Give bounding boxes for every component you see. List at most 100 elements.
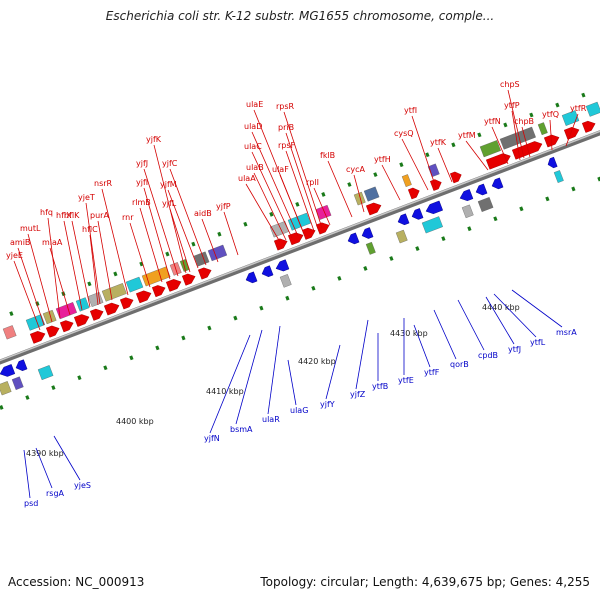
forward-leader-line [201, 218, 219, 263]
forward-leader-line [97, 220, 113, 301]
forward-gene-label: yjfL [162, 199, 177, 208]
forward-gene-arrow-shape [73, 314, 90, 327]
forward-leader-line [167, 189, 199, 269]
forward-cog-box-shape [25, 314, 46, 331]
reverse-gene-arrow [459, 189, 474, 202]
reverse-cog-box-shape [11, 376, 24, 390]
forward-leader-line [491, 126, 509, 165]
forward-tick-mark [555, 102, 560, 108]
reverse-leader-line [493, 293, 537, 338]
forward-gene-label: mutL [20, 224, 41, 233]
forward-gene-arrow [29, 331, 46, 344]
forward-leader-line [143, 187, 171, 280]
forward-gene-arrow-shape [365, 202, 382, 216]
map-title: Escherichia coli str. K-12 substr. MG165… [105, 9, 495, 23]
forward-gene-label: rplI [306, 178, 319, 187]
forward-cog-box-shape [87, 292, 104, 307]
reverse-leader-line [53, 435, 81, 481]
forward-tick-mark [581, 92, 586, 98]
kbp-label: 4430 kbp [390, 329, 428, 338]
reverse-tick [467, 226, 472, 232]
forward-leader-line [285, 132, 319, 230]
reverse-tick [25, 395, 30, 400]
reverse-cog-box [421, 216, 443, 234]
forward-gene-arrow-shape [197, 267, 212, 280]
forward-cog-box [401, 174, 412, 188]
forward-gene-label: ulaC [244, 142, 262, 151]
reverse-gene-arrow [245, 271, 258, 284]
forward-gene-label: purA [90, 211, 109, 220]
forward-gene-arrow [301, 227, 316, 240]
forward-tick-mark [373, 172, 378, 178]
forward-leader-line [251, 151, 293, 239]
reverse-tick [337, 275, 342, 281]
forward-gene-label: ytfQ [542, 110, 559, 119]
reverse-leader-line [287, 359, 297, 406]
forward-gene-label: hfq [40, 208, 53, 217]
reverse-tick [259, 305, 264, 311]
reverse-gene-label: psd [24, 499, 38, 508]
forward-gene-label: cysQ [394, 129, 414, 138]
reverse-tick-mark [77, 375, 82, 381]
forward-leader-line [17, 247, 45, 326]
forward-tick [503, 122, 508, 128]
forward-tick [165, 251, 170, 257]
forward-leader-line [285, 150, 315, 232]
reverse-cog-box [477, 197, 494, 212]
reverse-cog-box [0, 381, 12, 396]
forward-leader-line [169, 208, 191, 273]
forward-gene-arrow [181, 273, 196, 286]
reverse-tick [389, 256, 394, 261]
reverse-gene-label: ytfE [398, 376, 414, 385]
reverse-tick [311, 285, 316, 291]
reverse-gene-arrow [425, 200, 443, 215]
forward-cog-box-shape [75, 297, 90, 312]
reverse-tick-mark [207, 325, 212, 331]
forward-tick [269, 211, 274, 217]
forward-gene-arrow [89, 308, 104, 321]
forward-tick-mark [269, 211, 274, 217]
forward-cog-box [101, 283, 127, 302]
forward-tick-mark [87, 281, 92, 287]
forward-gene-arrow-shape [59, 320, 74, 333]
forward-gene-arrow [73, 314, 90, 327]
forward-tick-mark [321, 192, 326, 197]
forward-gene-arrow-shape [449, 171, 462, 184]
reverse-gene-label: ytfF [424, 368, 440, 377]
forward-cog-box [87, 292, 104, 307]
forward-leader-line [63, 220, 83, 311]
reverse-gene-arrow-shape [361, 227, 374, 239]
forward-gene-arrow-shape [181, 273, 196, 286]
reverse-tick-mark [337, 275, 342, 281]
backbone-highlight [0, 130, 600, 362]
forward-leader-line [511, 110, 521, 161]
forward-cog-box-shape [585, 101, 600, 117]
reverse-tick-mark [415, 246, 420, 251]
forward-leader-line [223, 211, 239, 256]
forward-gene-label: yjfP [216, 202, 231, 211]
reverse-leader-line [235, 329, 263, 425]
forward-gene-label: priB [278, 123, 294, 132]
reverse-gene-arrow [15, 359, 28, 371]
forward-gene-label: ulaF [272, 165, 289, 174]
forward-gene-arrow [59, 320, 74, 333]
forward-tick-mark [113, 271, 118, 277]
reverse-tick [233, 315, 238, 321]
reverse-tick-mark [441, 236, 446, 242]
forward-gene-label: aidB [194, 209, 212, 218]
forward-gene-arrow [151, 285, 166, 298]
forward-leader-line [313, 187, 331, 226]
reverse-gene-label: yjfZ [350, 390, 366, 399]
reverse-gene-label: msrA [556, 328, 577, 337]
forward-gene-arrow-shape [315, 222, 330, 235]
forward-tick [217, 231, 222, 237]
forward-leader-line [129, 222, 151, 288]
reverse-tick [0, 405, 4, 410]
reverse-gene-arrow [361, 227, 374, 239]
forward-gene-label: yjfJ [136, 159, 148, 168]
reverse-gene-arrow-shape [425, 200, 443, 215]
forward-leader-line [139, 207, 163, 283]
forward-gene-label: ytfK [430, 138, 447, 147]
reverse-tick-mark [285, 295, 290, 301]
